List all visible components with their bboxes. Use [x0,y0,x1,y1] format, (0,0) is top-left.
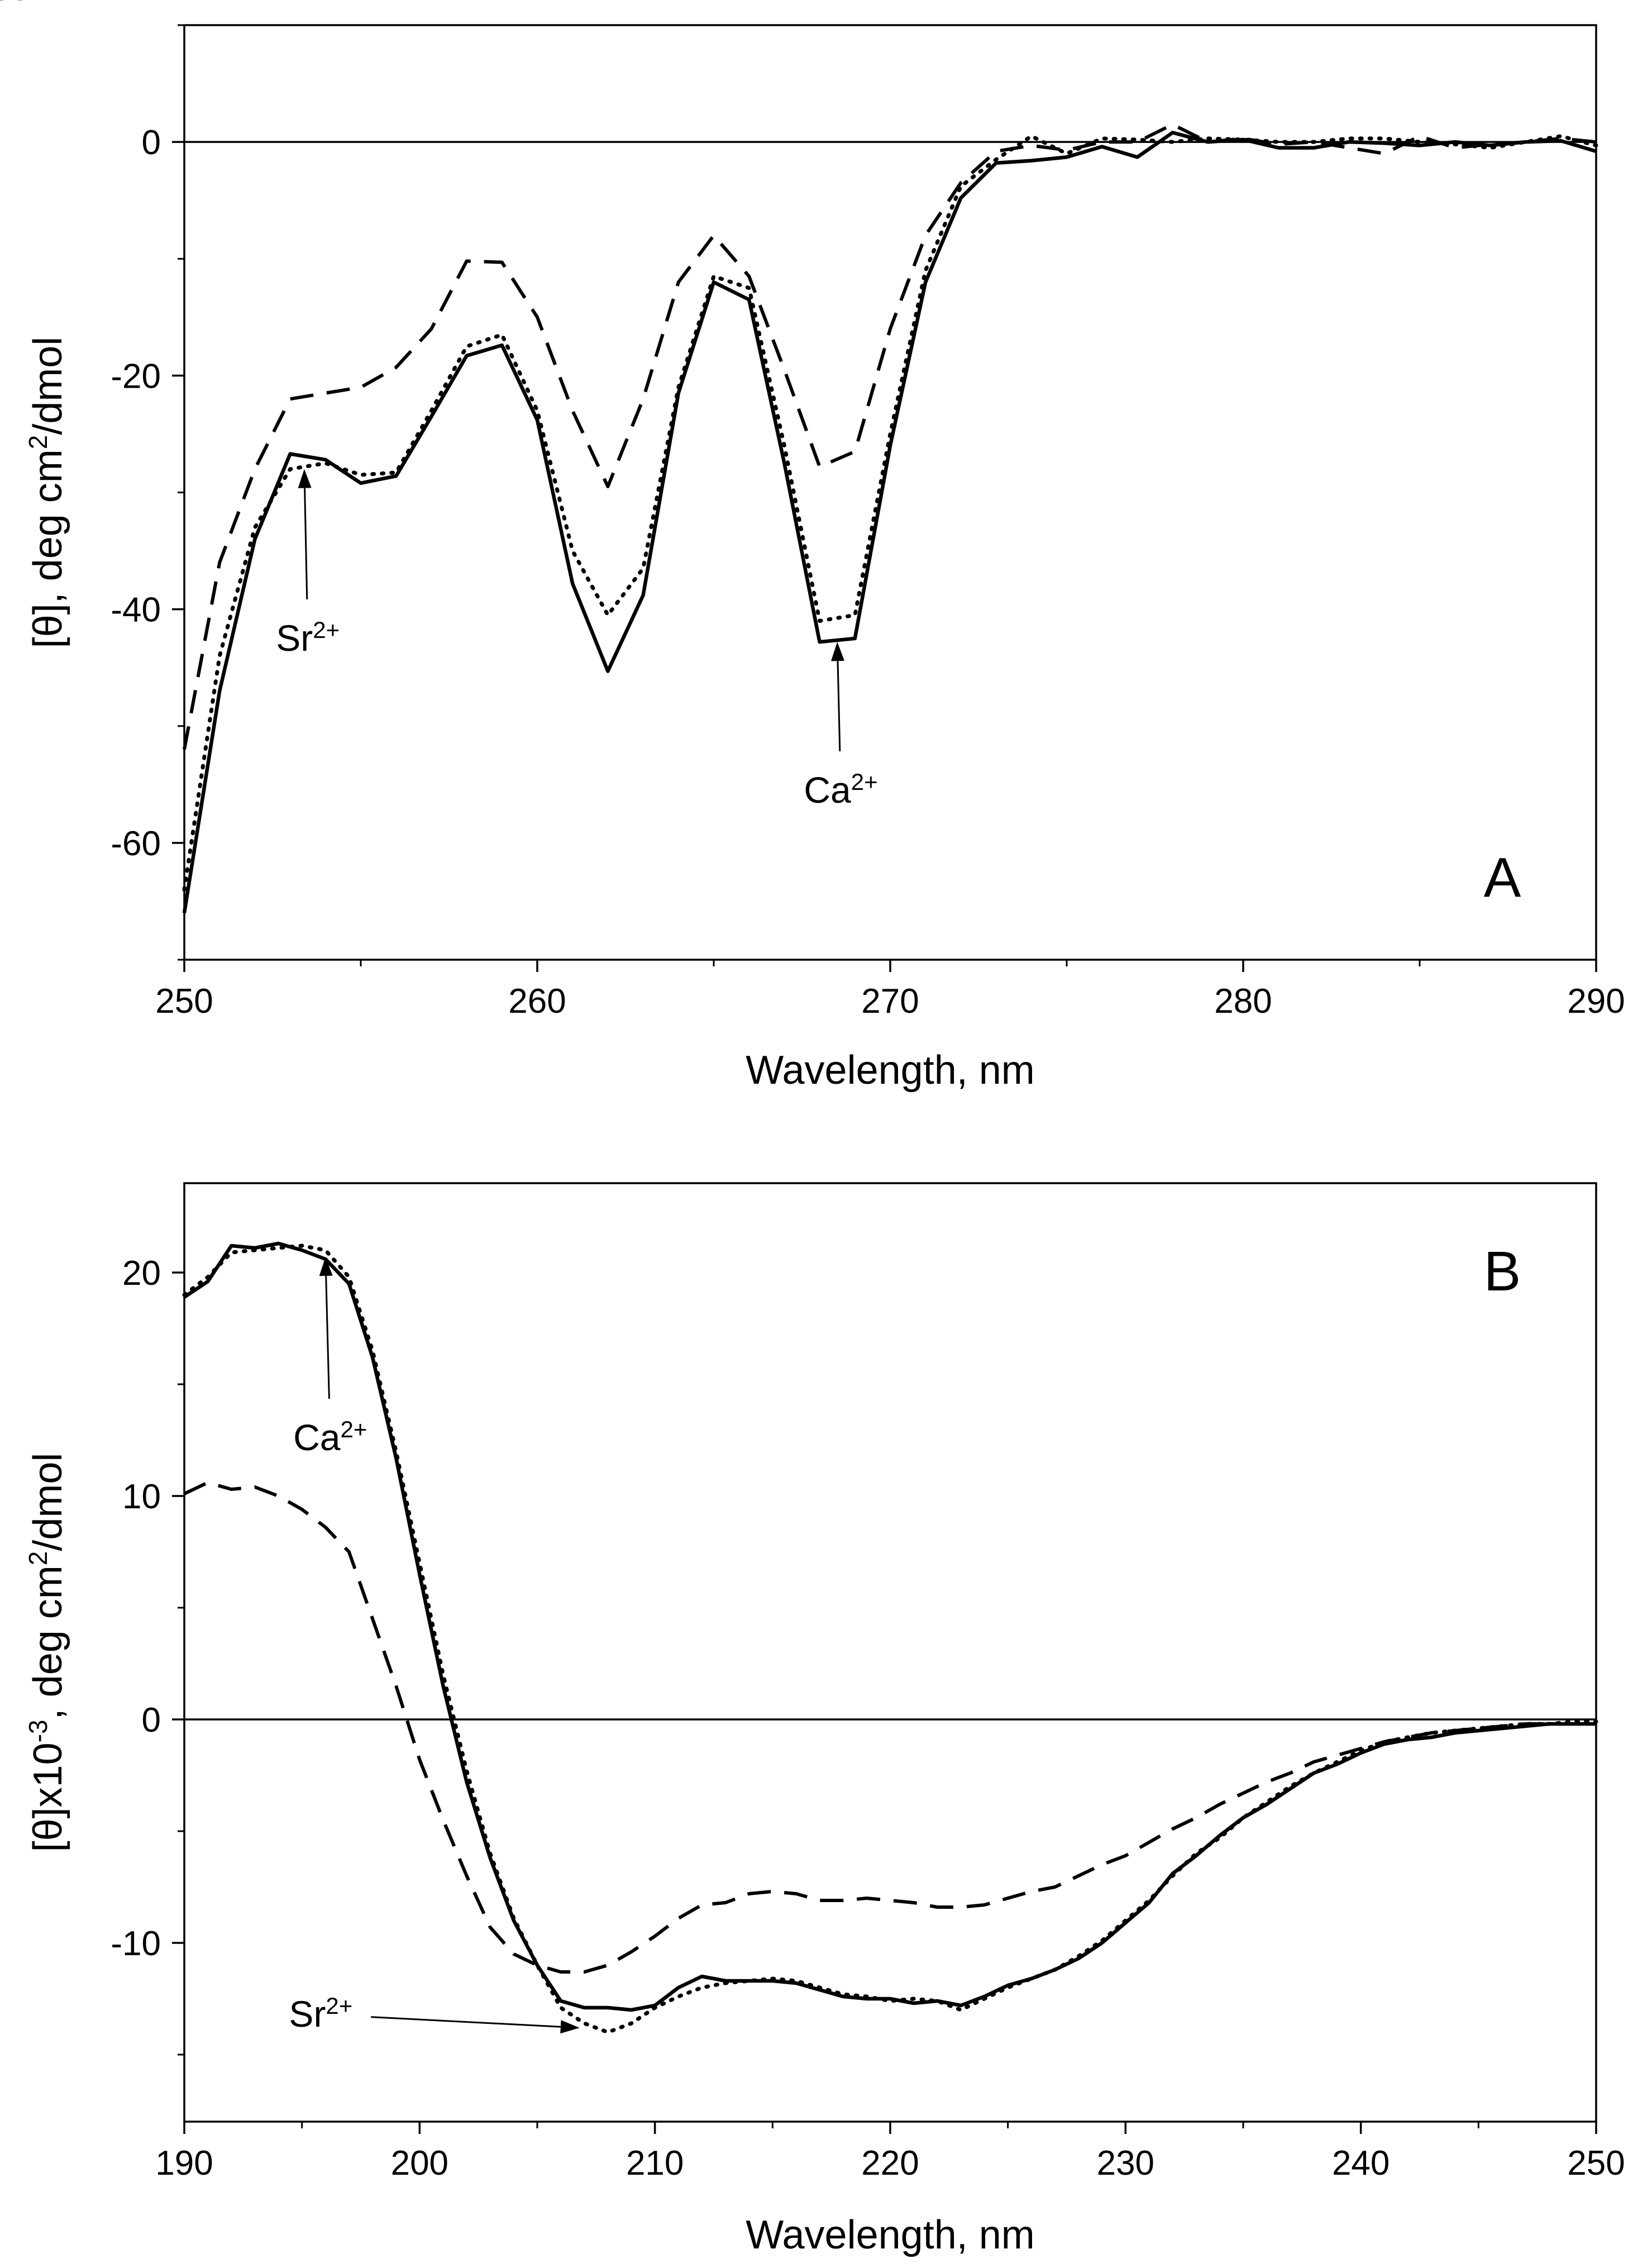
panel-a-x-axis-title: Wavelength, nm [746,1048,1035,1093]
y-title-part: /dmol [26,1453,70,1551]
y-title-part: /dmol [26,337,70,435]
panel-b-x-tick-label: 210 [626,2144,684,2183]
panel-b-y-tick-label: 0 [142,1701,161,1740]
panel-b-y-tick-label: -10 [111,1924,161,1963]
panel-a-annotation-arrowhead [298,469,312,488]
y-title-sup: 2 [23,1551,52,1566]
panel-a-annotation-arrow [837,661,841,751]
annotation-sup: 2+ [313,616,340,642]
panel-a-y-tick-label: 0 [142,123,161,162]
annotation-sup: 2+ [340,1416,367,1442]
panel-b-series-sr2plus [182,1243,1598,2034]
panel-b-x-axis-title: Wavelength, nm [746,2213,1035,2257]
panel-a-x-tick-label: 270 [861,982,919,1021]
panel-b-series-ca2plus [183,1241,1596,2012]
annotation-sup: 2+ [326,1993,352,2019]
panel-a-y-tick-label: -40 [111,591,161,630]
panel-a-series-ca2plus [182,131,1597,913]
panel-a-x-tick-label: 290 [1567,982,1625,1021]
y-title-part: , deg cm [26,1565,70,1719]
y-title-sup: -3 [23,1719,52,1742]
panel-a-y-tick-label: -60 [111,825,161,863]
panel-a-annotation-arrow [304,488,308,599]
annotation-text: Ca [804,769,851,811]
panel-b-x-tick-label: 190 [155,2144,213,2183]
annotation-text: apo [0,0,31,8]
annotation-text: apo [0,0,31,8]
panel-b-x-tick-label: 220 [861,2144,919,2183]
panel-b-annotation-label: Ca2+ [293,1416,367,1459]
panel-b-annotation-label: apo [0,0,31,8]
panel-a-y-axis-title: [θ], deg cm2/dmol [23,337,70,649]
y-title-part: [θ]x10 [26,1742,70,1852]
panel-b-annotation-arrow [371,2016,561,2028]
panel-b-y-tick-label: 10 [122,1478,161,1516]
panel-b-y-axis-title: [θ]x10-3, deg cm2/dmol [23,1453,70,1852]
panel-b-x-tick-label: 250 [1567,2144,1625,2183]
panel-b-x-tick-label: 240 [1332,2144,1390,2183]
panel-b-annotation-arrowhead [560,2020,580,2034]
y-title-sup: 2 [23,435,52,450]
panel-b-x-tick-label: 200 [391,2144,448,2183]
panel-a-annotation-label: Sr2+ [276,616,340,659]
panel-a-annotation-label: Ca2+ [804,768,877,811]
panel-b-annotation-arrow [325,1275,330,1399]
panel-a-annotation-arrowhead [831,642,845,661]
annotation-text: Sr [276,617,313,659]
panel-a-series-apo [183,122,1597,750]
panel-a-annotation-label: apo [0,0,31,8]
annotation-text: Ca [293,1417,341,1458]
annotation-sup: 2+ [851,768,878,794]
panel-a-series-sr2plus [182,134,1598,892]
panel-b-panel-letter: B [1484,1240,1521,1303]
panel-b-annotation-arrowhead [319,1257,333,1276]
panel-b-series-apo [183,1481,1596,1974]
panel-a-y-tick-label: -20 [111,357,161,396]
panel-a-x-tick-label: 250 [155,982,213,1021]
panel-a-x-tick-label: 280 [1214,982,1272,1021]
panel-a-panel-letter: A [1484,846,1521,909]
panel-b-annotation-label: Sr2+ [289,1993,352,2035]
panel-a-chart: 250 260 270 280 290 -60 -40 -20 0 Wavelength, nm [… [0,0,1625,1093]
y-title-part: [θ], deg cm [26,449,70,648]
annotation-text: Sr [289,1993,326,2034]
panel-a-x-tick-label: 260 [508,982,566,1021]
panel-b-y-tick-label: 20 [122,1254,161,1293]
panel-b-x-tick-label: 230 [1097,2144,1154,2183]
